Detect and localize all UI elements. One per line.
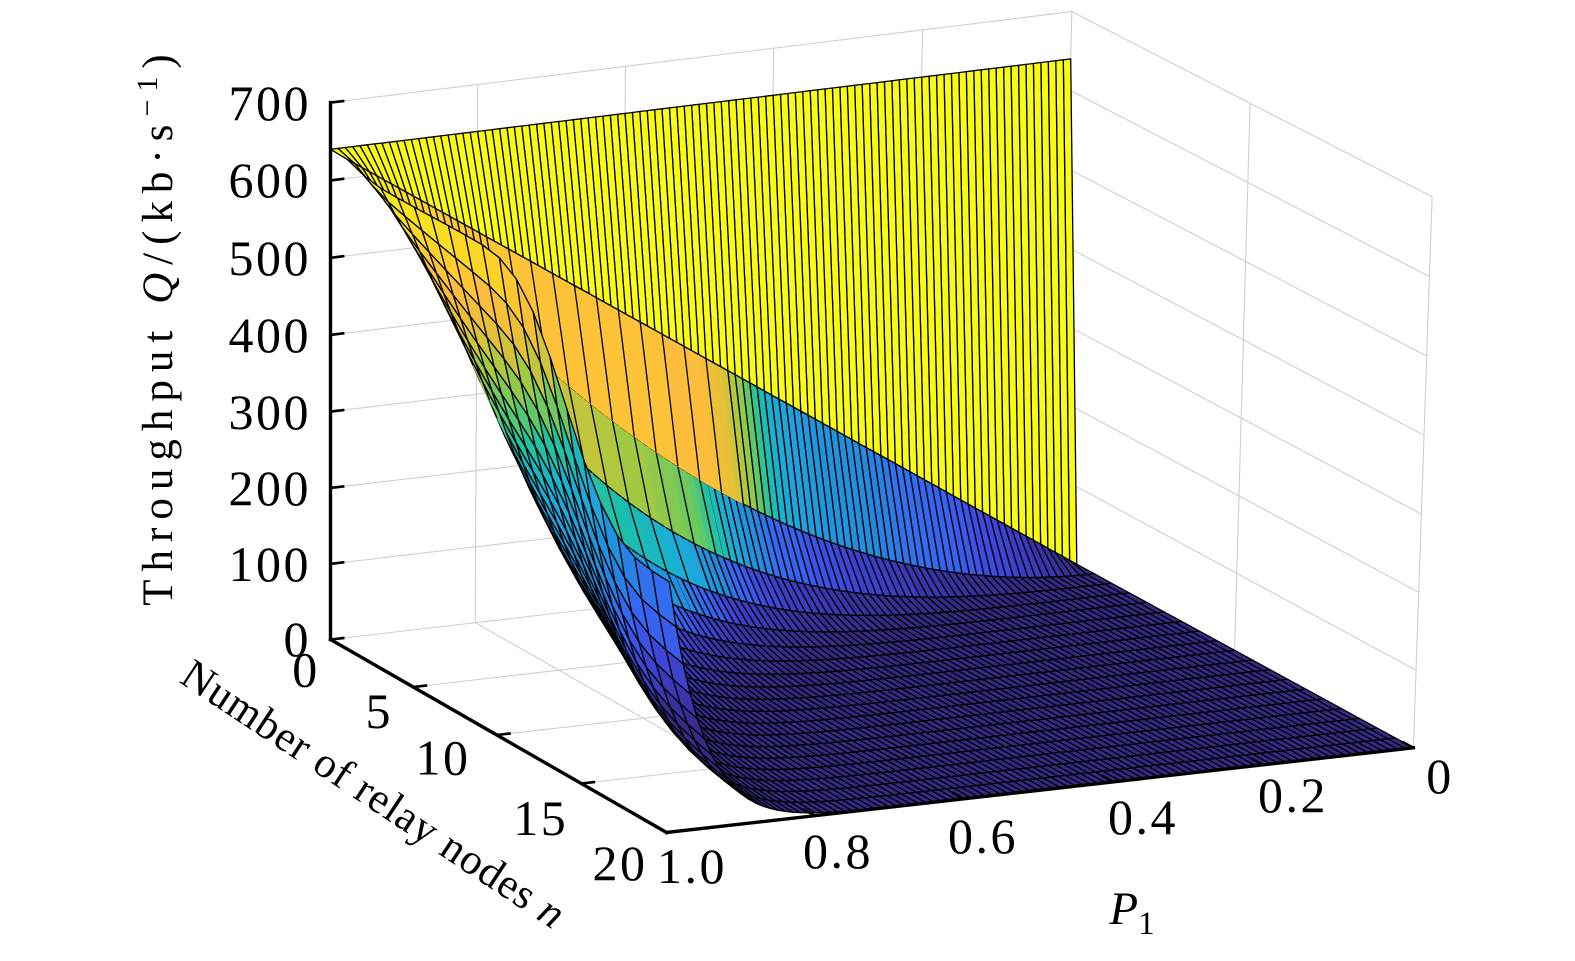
svg-text:500: 500 xyxy=(229,230,312,286)
svg-text:0.2: 0.2 xyxy=(1258,767,1328,823)
svg-text:0: 0 xyxy=(292,642,320,698)
svg-text:0.4: 0.4 xyxy=(1108,789,1178,845)
svg-text:1.0: 1.0 xyxy=(657,838,727,894)
svg-text:0.6: 0.6 xyxy=(948,808,1018,864)
svg-text:Throughput Q/(kb·s−1): Throughput Q/(kb·s−1) xyxy=(131,46,182,605)
svg-text:0.8: 0.8 xyxy=(803,823,873,879)
svg-text:20: 20 xyxy=(593,835,648,891)
svg-text:0: 0 xyxy=(284,611,312,667)
svg-text:700: 700 xyxy=(229,75,312,131)
svg-text:15: 15 xyxy=(513,790,568,846)
svg-text:5: 5 xyxy=(365,683,393,739)
svg-text:600: 600 xyxy=(229,152,312,208)
svg-text:400: 400 xyxy=(229,307,312,363)
svg-text:10: 10 xyxy=(416,730,471,786)
svg-text:100: 100 xyxy=(229,536,312,592)
svg-text:300: 300 xyxy=(229,384,312,440)
svg-text:200: 200 xyxy=(229,460,312,516)
svg-text:0: 0 xyxy=(1426,748,1454,804)
